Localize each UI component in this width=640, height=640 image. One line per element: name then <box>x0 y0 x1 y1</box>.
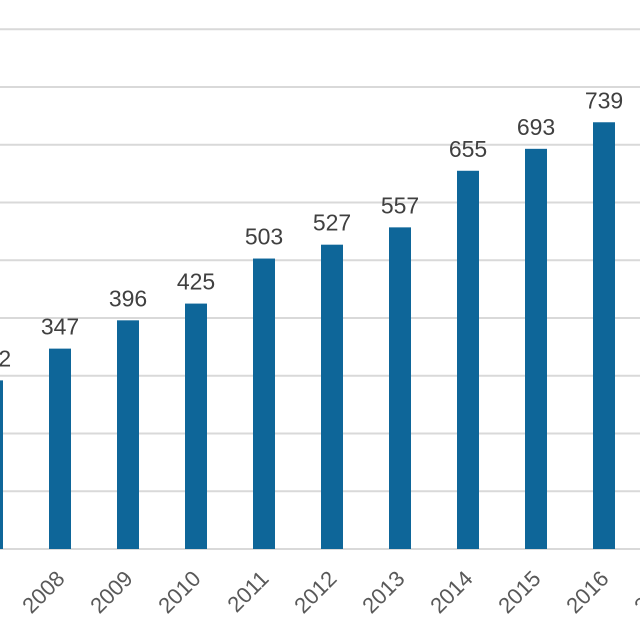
x-tick-2013: 2013 <box>357 566 409 618</box>
bar-2016 <box>593 122 615 549</box>
x-tick-2007: 2007 <box>0 566 2 618</box>
bar-2011 <box>253 258 275 549</box>
data-label-2011: 503 <box>245 224 283 250</box>
data-label-2009: 396 <box>109 285 147 311</box>
bar-2008 <box>49 348 71 549</box>
bar-2009 <box>117 320 139 549</box>
x-tick-2011: 2011 <box>222 566 273 617</box>
bar-2010 <box>185 303 207 549</box>
data-label-2010: 425 <box>177 269 215 295</box>
x-tick-2015: 2015 <box>493 566 545 618</box>
x-tick-2014: 2014 <box>425 566 477 618</box>
bar-2012 <box>321 244 343 550</box>
bar-2014 <box>457 170 479 549</box>
data-label-2013: 557 <box>381 192 419 218</box>
data-labels: 292 347 396 425 503 527 557 655 693 739 <box>0 87 623 371</box>
data-label-2012: 527 <box>313 210 351 236</box>
x-tick-labels: 2007 2008 2009 2010 2011 2012 2013 2014 2015 2016… <box>0 566 640 618</box>
x-tick-2017: 2017 <box>629 566 640 618</box>
data-label-2016: 739 <box>585 87 623 113</box>
data-label-2008: 347 <box>41 314 79 340</box>
data-label-2007: 292 <box>0 345 11 371</box>
gridlines <box>0 28 640 550</box>
data-label-2015: 693 <box>517 114 555 140</box>
x-tick-2009: 2009 <box>85 566 137 618</box>
x-tick-2008: 2008 <box>17 566 69 618</box>
bar-2007 <box>0 380 3 549</box>
bar-2013 <box>389 227 411 549</box>
x-tick-2016: 2016 <box>561 566 613 618</box>
x-tick-2010: 2010 <box>153 566 205 618</box>
x-tick-2012: 2012 <box>289 566 341 618</box>
bar-2015 <box>525 148 547 549</box>
bars <box>0 122 615 550</box>
data-label-2014: 655 <box>449 136 487 162</box>
